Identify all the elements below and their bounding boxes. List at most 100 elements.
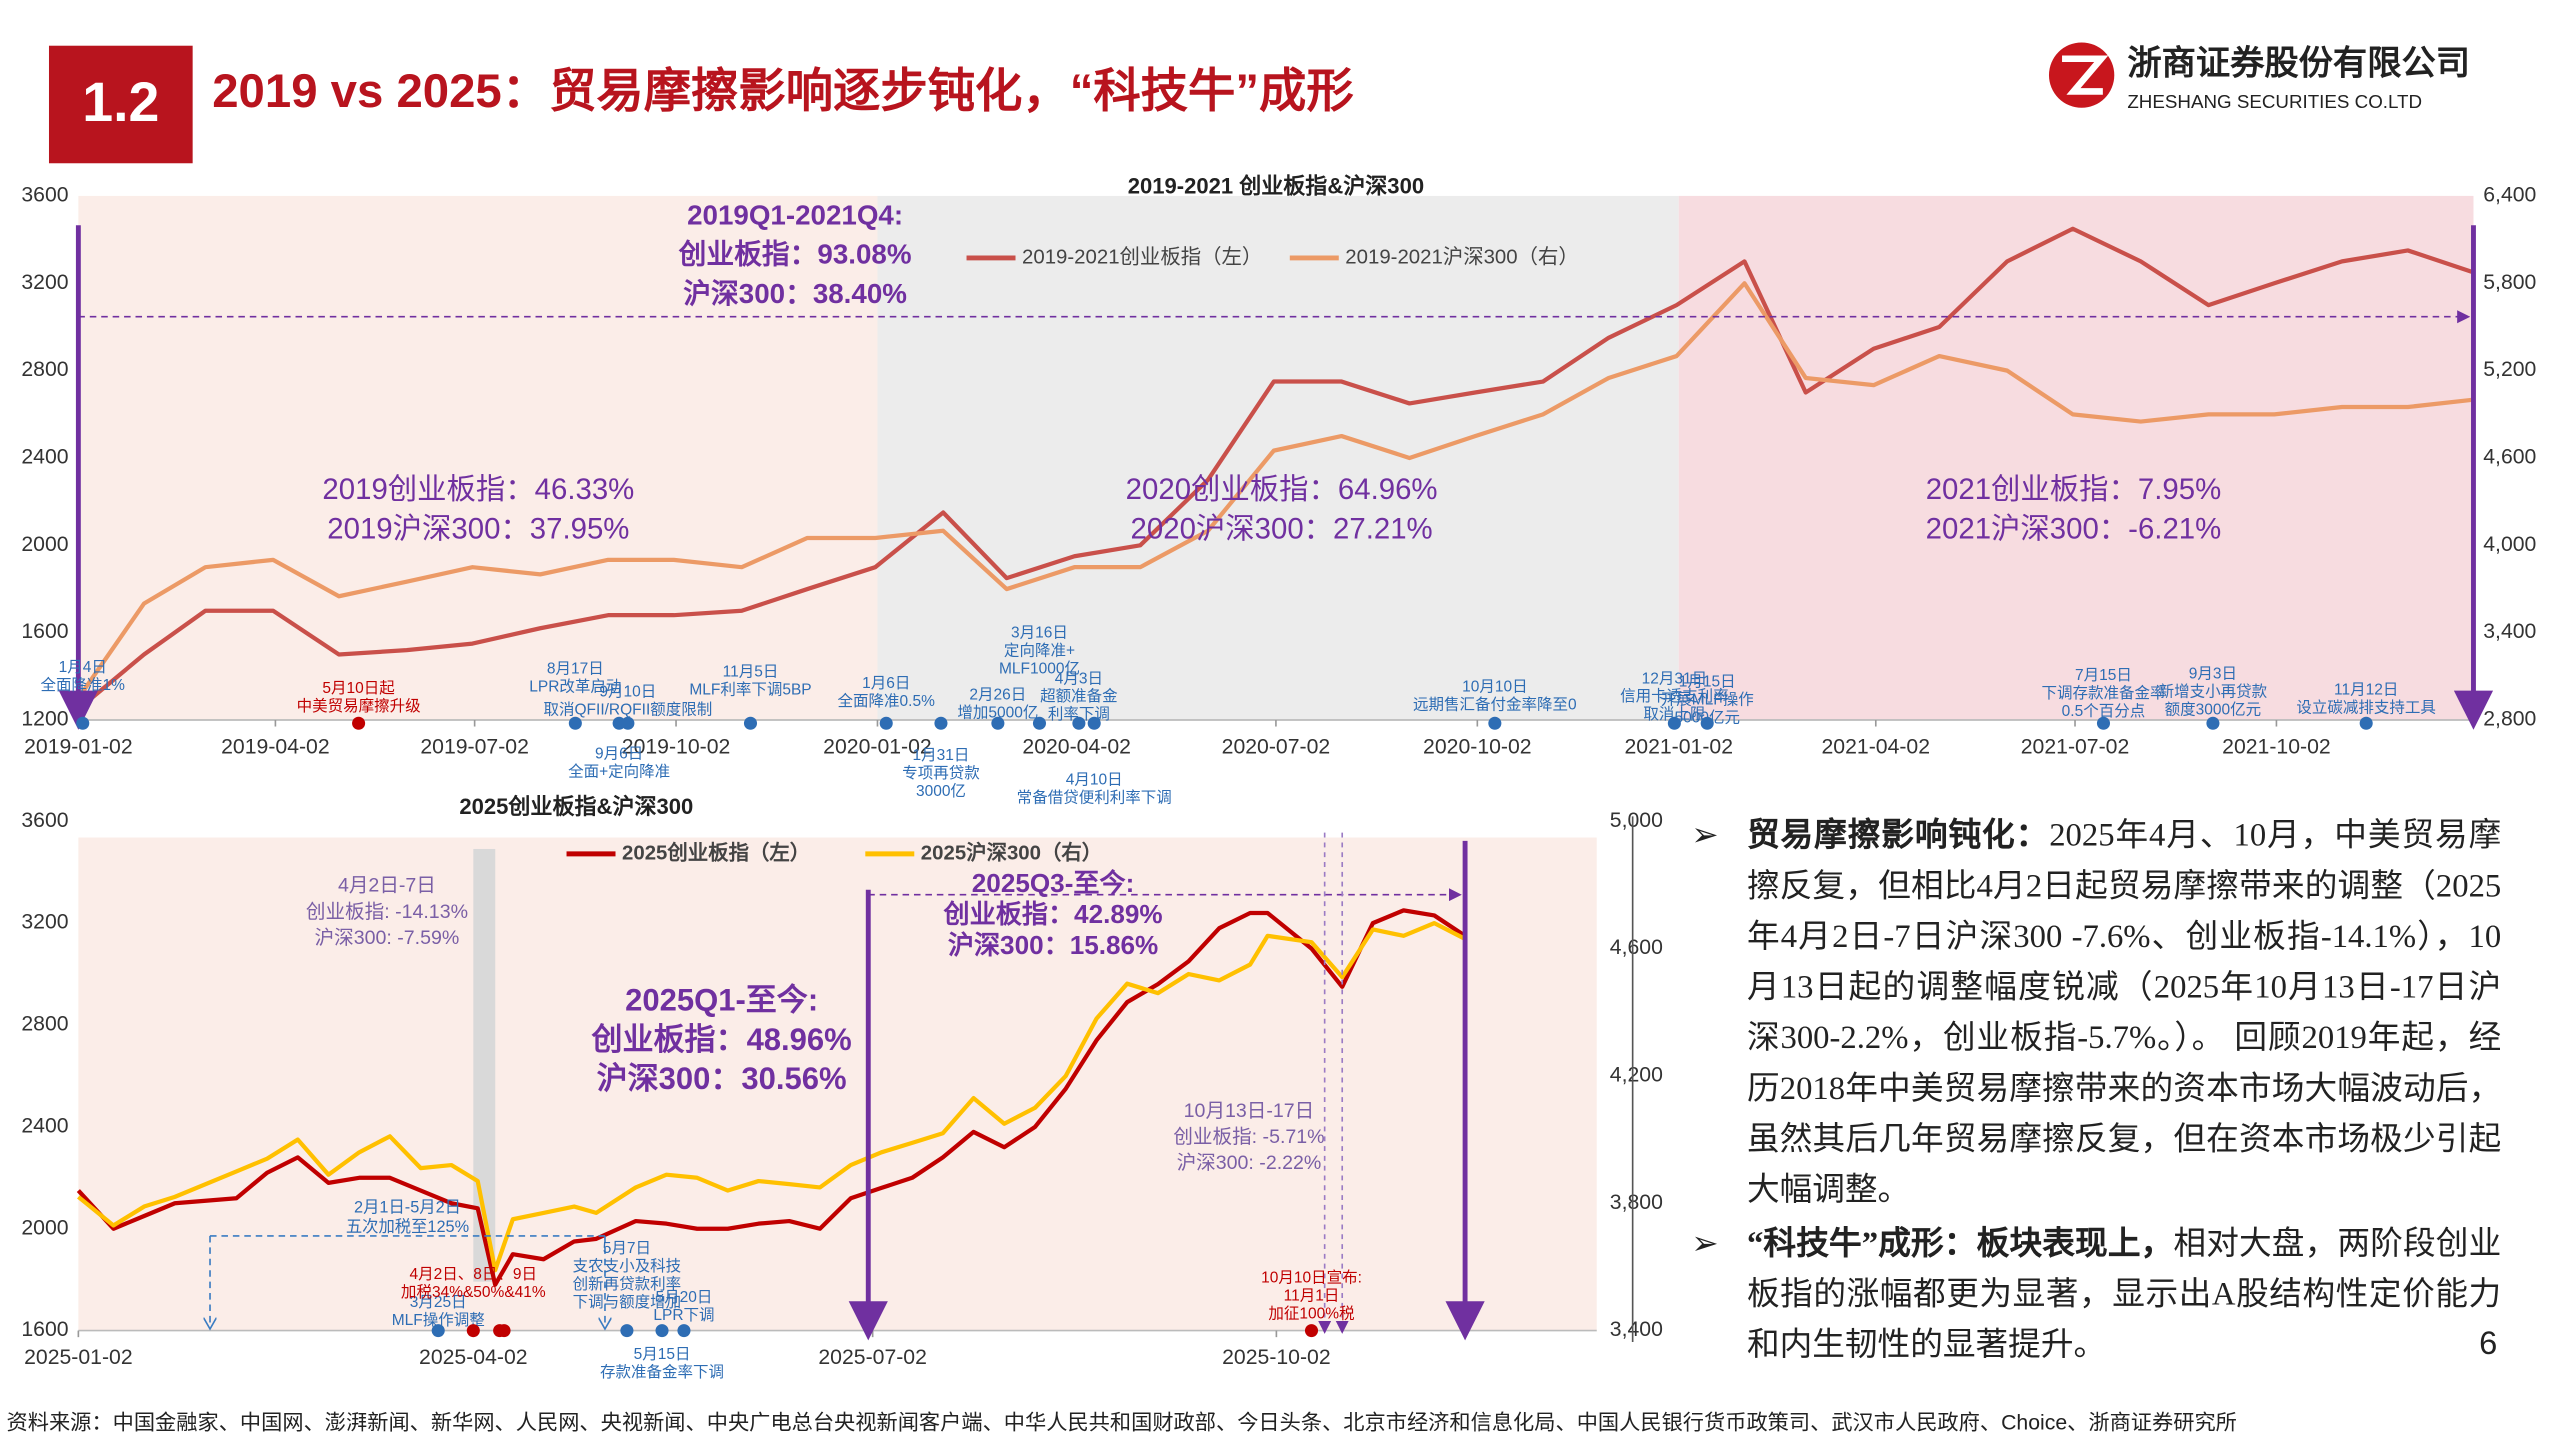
y2-tick-label: 4,600 <box>2483 446 2536 469</box>
y-tick-label: 1200 <box>21 708 68 731</box>
event-dot <box>568 716 582 730</box>
x-tick-label: 2025-07-02 <box>818 1346 927 1369</box>
event-dot <box>76 716 90 730</box>
y2-tick-label: 5,000 <box>1610 809 1663 832</box>
event-label: 远期售汇备付金率降至0 <box>1413 695 1577 713</box>
event-label: 定向降准+ <box>1004 642 1075 660</box>
stat-label: 沪深300：15.86% <box>948 930 1158 960</box>
period-band <box>78 837 1597 1331</box>
x-tick-label: 2021-07-02 <box>2021 735 2130 758</box>
event-label: MLF利率下调5BP <box>689 681 811 699</box>
y-tick-label: 3600 <box>21 184 68 207</box>
event-dot <box>1488 716 1502 730</box>
y-tick-label: 2000 <box>21 533 68 556</box>
stat-label: 2020沪深300：27.21% <box>1131 512 1433 545</box>
period-band <box>473 848 496 1282</box>
x-tick-label: 2020-07-02 <box>1222 735 1331 758</box>
event-label: 信用卡透支利率 <box>1620 687 1729 705</box>
event-dot <box>1700 716 1714 730</box>
source: 资料来源：中国金融家、中国网、澎湃新闻、新华网、人民网、央视新闻、中央广电总台央… <box>7 1410 2237 1434</box>
y-tick-label: 3600 <box>21 809 68 832</box>
x-tick-label: 2021-01-02 <box>1624 735 1733 758</box>
event-label: 5月15日 <box>634 1346 691 1363</box>
event-label: 专项再贷款 <box>902 764 980 782</box>
event-label: 支农支小及科技 <box>573 1257 682 1275</box>
event-label: 5000亿元 <box>1674 708 1739 726</box>
event-label: 创新再贷款利率 <box>573 1275 682 1293</box>
event-label: 下调与额度增加 <box>573 1293 682 1311</box>
event-label: 5月20日 <box>656 1289 713 1306</box>
legend-label: 2019-2021创业板指（左） <box>1022 245 1262 268</box>
x-tick-label: 2021-10-02 <box>2222 735 2331 758</box>
x-tick-label: 2019-01-02 <box>24 735 133 758</box>
event-label: 取消QFII/RQFII额度限制 <box>543 700 712 718</box>
event-label: 5月10日起 <box>322 679 395 697</box>
event-dot <box>1072 716 1086 730</box>
event-label: 3月25日 <box>410 1294 467 1311</box>
y2-tick-label: 3,400 <box>2483 620 2536 643</box>
event-label: 额度3000亿元 <box>2165 700 2261 718</box>
event-label: 增加5000亿 <box>957 704 1038 722</box>
event-label: 1月15日 <box>1679 674 1736 691</box>
stat-label: 4月2日-7日 <box>338 875 436 897</box>
x-tick-label: 2025-10-02 <box>1222 1346 1331 1369</box>
event-label: MLF1000亿 <box>999 659 1080 677</box>
event-label: 全面降准1% <box>41 676 126 694</box>
y2-tick-label: 4,600 <box>1610 936 1663 959</box>
page-number: 6 <box>2479 1324 2497 1361</box>
period-band <box>877 195 1679 721</box>
event-label: 新增支小再贷款 <box>2159 682 2268 700</box>
event-label: 1月4日 <box>59 659 107 676</box>
event-dot <box>1032 716 1047 730</box>
event-dot <box>621 716 635 730</box>
y-tick-label: 2000 <box>21 1216 68 1239</box>
x-tick-label: 2021-04-02 <box>1822 735 1931 758</box>
event-label: 全面+定向降准 <box>568 762 670 780</box>
x-tick-label: 2025-04-02 <box>419 1346 528 1369</box>
stat-label: 2025Q1-至今: <box>625 983 818 1018</box>
event-label: 4月10日 <box>1066 772 1123 789</box>
y-tick-label: 2400 <box>21 1114 68 1137</box>
event-label: 5月7日 <box>603 1240 651 1257</box>
event-label: 存款准备金率下调 <box>600 1363 724 1381</box>
event-label: 11月5日 <box>723 664 779 681</box>
series-line <box>76 908 1467 1287</box>
series-line <box>77 920 1467 1273</box>
event-label: 加税34%&50%&41% <box>401 1283 546 1301</box>
legend-label: 2019-2021沪深300（右） <box>1345 245 1579 268</box>
y2-tick-label: 5,200 <box>2483 358 2536 381</box>
event-label: 中美贸易摩擦升级 <box>297 697 421 715</box>
event-label: 3000亿 <box>916 782 966 800</box>
event-dot <box>2359 716 2373 730</box>
event-label: LPR下调 <box>653 1306 714 1324</box>
chart-title: 2019-2021 创业板指&沪深300 <box>1128 174 1424 199</box>
stat-label: 2019创业板指：46.33% <box>322 473 634 506</box>
event-label: 利率下调 <box>1048 705 1110 723</box>
stat-label: 2019Q1-2021Q4: <box>687 199 903 230</box>
paragraph: ➢ 贸易摩擦影响钝化：2025年4月、10月，中美贸易摩擦反复，但相比4月2日起贸… <box>1691 811 2501 1216</box>
event-label: 常备借贷便利利率下调 <box>1017 788 1172 806</box>
event-label: 9月10日 <box>599 683 656 700</box>
event-label: 7月15日 <box>2075 667 2132 684</box>
chart-2019-2021: 2019-2021 创业板指&沪深300 1200 1600 2000 2400 2800… <box>21 174 2536 807</box>
event-dot <box>431 1324 445 1338</box>
y2-tick-label: 2,800 <box>2483 708 2536 731</box>
section-number: 1.2 <box>82 71 159 133</box>
y-tick-label: 1600 <box>21 1318 68 1341</box>
x-tick-label: 2020-04-02 <box>1022 735 1131 758</box>
event-label: 9月6日 <box>595 745 643 762</box>
stat-label: 创业板指: -14.13% <box>306 901 468 923</box>
range-annotation: 五次加税至125% <box>346 1218 469 1236</box>
period-band <box>78 195 878 721</box>
company-name: 浙商证券股份有限公司 <box>2127 44 2470 82</box>
stat-label: 创业板指: -5.71% <box>1173 1126 1324 1148</box>
stat-label: 创业板指：93.08% <box>678 239 912 270</box>
y2-tick-label: 4,000 <box>2483 533 2536 556</box>
event-dot <box>497 1324 511 1338</box>
x-tick-label: 2025-01-02 <box>24 1346 133 1369</box>
event-dot <box>2096 716 2111 730</box>
range-annotation: 2月1日-5月2日 <box>354 1198 461 1216</box>
event-label: LPR改革启动 <box>529 677 621 695</box>
logo-glyph <box>2062 55 2109 95</box>
